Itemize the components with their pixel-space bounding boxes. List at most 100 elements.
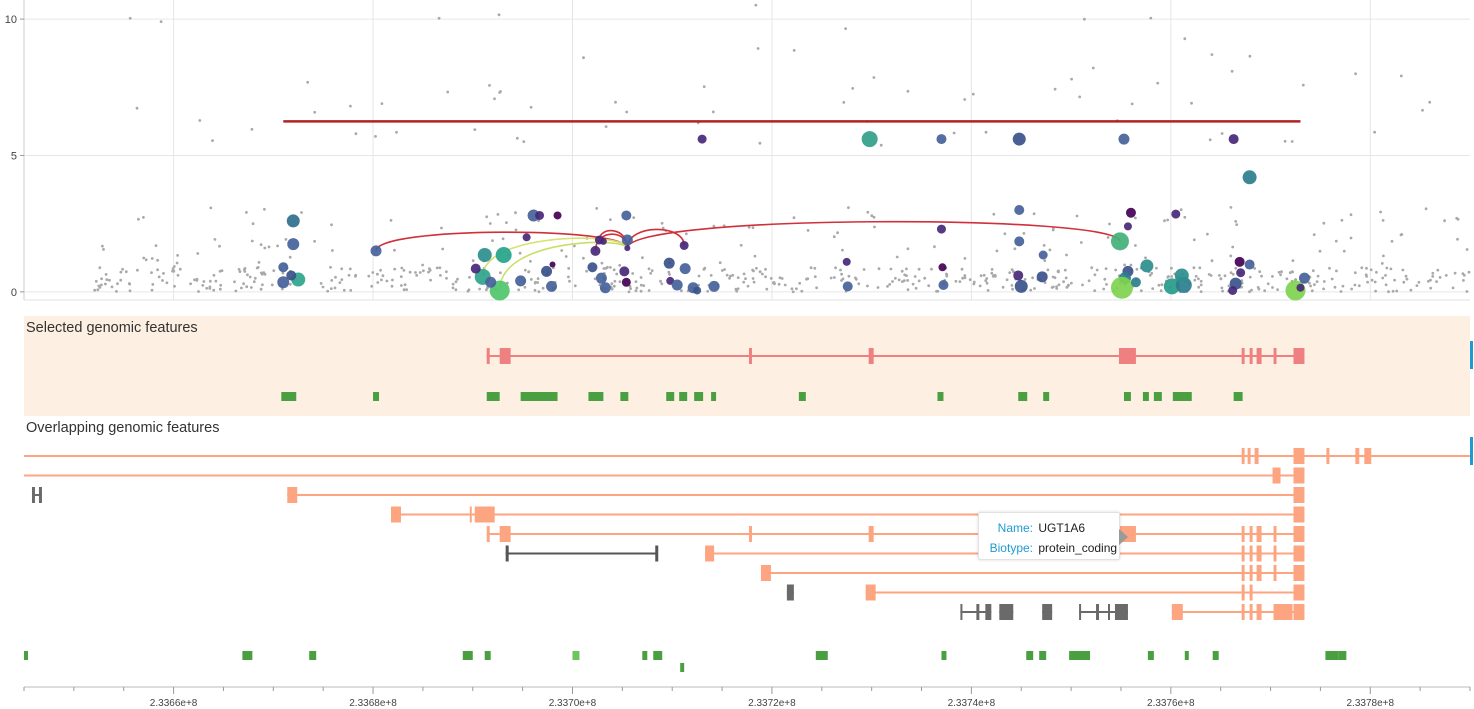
overlap-regulatory-block[interactable] bbox=[24, 651, 28, 660]
overlap-transcript-exon[interactable] bbox=[1293, 467, 1305, 484]
snp-point[interactable] bbox=[599, 237, 607, 245]
overlap-transcript-exon[interactable] bbox=[1293, 584, 1305, 601]
overlap-transcript-exon[interactable] bbox=[1293, 545, 1305, 562]
selected-transcript-exon[interactable] bbox=[499, 348, 511, 364]
selected-regulatory-block[interactable] bbox=[711, 392, 717, 401]
overlap-transcript-exon[interactable] bbox=[287, 487, 298, 503]
snp-point[interactable] bbox=[624, 245, 631, 252]
snp-point[interactable] bbox=[842, 281, 853, 292]
overlap-regulatory-block[interactable] bbox=[1212, 651, 1219, 660]
snp-point[interactable] bbox=[619, 266, 630, 277]
snp-point[interactable] bbox=[599, 282, 611, 294]
overlap-transcript-exon[interactable] bbox=[1241, 448, 1245, 464]
snp-point[interactable] bbox=[1296, 283, 1305, 292]
snp-point[interactable] bbox=[1163, 278, 1180, 295]
snp-point[interactable] bbox=[553, 211, 562, 220]
selected-regulatory-block[interactable] bbox=[1043, 392, 1050, 401]
overlap-transcript-exon[interactable] bbox=[705, 545, 715, 562]
overlap-regulatory-block[interactable] bbox=[572, 651, 580, 660]
overlap-transcript-exon[interactable] bbox=[1241, 604, 1245, 620]
snp-point[interactable] bbox=[277, 276, 290, 289]
snp-point[interactable] bbox=[587, 262, 598, 273]
overlap-transcript-exon[interactable] bbox=[1108, 604, 1111, 620]
track-scroll-marker-2[interactable] bbox=[1470, 437, 1473, 465]
selected-regulatory-block[interactable] bbox=[620, 392, 629, 401]
overlap-transcript-exon[interactable] bbox=[999, 604, 1014, 620]
overlap-regulatory-block[interactable] bbox=[309, 651, 317, 660]
snp-point[interactable] bbox=[1242, 170, 1257, 185]
overlap-transcript-exon[interactable] bbox=[655, 545, 659, 562]
overlap-transcript-exon[interactable] bbox=[31, 487, 35, 503]
snp-point[interactable] bbox=[470, 263, 481, 274]
snp-point[interactable] bbox=[693, 286, 702, 295]
overlap-transcript-exon[interactable] bbox=[1355, 448, 1360, 464]
snp-point[interactable] bbox=[1171, 209, 1181, 219]
overlap-transcript-exon[interactable] bbox=[1254, 448, 1259, 464]
snp-point[interactable] bbox=[595, 272, 607, 284]
overlapping-features-track[interactable] bbox=[24, 448, 1470, 672]
overlap-regulatory-block[interactable] bbox=[462, 651, 473, 660]
snp-point[interactable] bbox=[671, 279, 683, 291]
selected-regulatory-block[interactable] bbox=[694, 392, 704, 401]
overlap-transcript-exon[interactable] bbox=[1293, 506, 1305, 523]
overlap-transcript-exon[interactable] bbox=[1256, 545, 1262, 562]
selected-regulatory-block[interactable] bbox=[1172, 392, 1192, 401]
overlap-transcript-exon[interactable] bbox=[1293, 526, 1305, 542]
snp-point[interactable] bbox=[287, 238, 300, 251]
overlap-regulatory-block[interactable] bbox=[941, 651, 947, 660]
overlap-regulatory-block[interactable] bbox=[642, 651, 648, 660]
overlap-transcript-exon[interactable] bbox=[1241, 526, 1245, 542]
selected-regulatory-block[interactable] bbox=[588, 392, 604, 401]
selected-regulatory-block[interactable] bbox=[1142, 392, 1149, 401]
overlap-regulatory-block[interactable] bbox=[1039, 651, 1047, 660]
snp-point[interactable] bbox=[370, 245, 382, 257]
selected-regulatory-block[interactable] bbox=[1153, 392, 1162, 401]
overlap-transcript-exon[interactable] bbox=[748, 526, 752, 542]
selected-regulatory-block[interactable] bbox=[1123, 392, 1131, 401]
snp-point[interactable] bbox=[1234, 256, 1245, 267]
snp-point[interactable] bbox=[679, 263, 691, 275]
overlap-transcript-exon[interactable] bbox=[1241, 584, 1245, 601]
snp-point[interactable] bbox=[708, 280, 720, 292]
snp-point[interactable] bbox=[286, 214, 300, 228]
overlap-transcript-exon[interactable] bbox=[469, 506, 472, 523]
snp-point[interactable] bbox=[541, 265, 553, 277]
overlap-regulatory-block[interactable] bbox=[1147, 651, 1154, 660]
snp-point[interactable] bbox=[1038, 250, 1048, 260]
snp-point[interactable] bbox=[1228, 285, 1238, 295]
overlap-regulatory-block[interactable] bbox=[1338, 651, 1347, 660]
snp-point[interactable] bbox=[286, 270, 297, 281]
overlap-regulatory-block[interactable] bbox=[1026, 651, 1034, 660]
selected-transcript-exon[interactable] bbox=[1249, 348, 1253, 364]
snp-point[interactable] bbox=[621, 277, 631, 287]
snp-point[interactable] bbox=[549, 261, 556, 268]
snp-point[interactable] bbox=[1298, 272, 1310, 284]
overlap-transcript-exon[interactable] bbox=[865, 584, 876, 601]
snp-point[interactable] bbox=[1123, 222, 1132, 231]
snp-point[interactable] bbox=[522, 233, 531, 242]
selected-regulatory-block[interactable] bbox=[666, 392, 675, 401]
selected-regulatory-block[interactable] bbox=[486, 392, 500, 401]
overlap-transcript-exon[interactable] bbox=[868, 526, 874, 542]
snp-point[interactable] bbox=[546, 280, 558, 292]
overlap-transcript-exon[interactable] bbox=[1241, 565, 1245, 581]
selected-regulatory-block[interactable] bbox=[679, 392, 688, 401]
snp-point[interactable] bbox=[1036, 271, 1048, 283]
snp-point[interactable] bbox=[1118, 133, 1130, 145]
overlap-transcript-exon[interactable] bbox=[1079, 604, 1082, 620]
selected-transcript-exon[interactable] bbox=[1118, 348, 1136, 364]
snp-point[interactable] bbox=[1012, 132, 1026, 146]
selected-transcript-exon[interactable] bbox=[486, 348, 490, 364]
snp-point[interactable] bbox=[535, 210, 545, 220]
overlap-transcript-exon[interactable] bbox=[1293, 448, 1305, 464]
overlap-transcript-exon[interactable] bbox=[976, 604, 980, 620]
overlap-regulatory-block[interactable] bbox=[815, 651, 828, 660]
selected-transcript-exon[interactable] bbox=[868, 348, 874, 364]
overlap-transcript-exon[interactable] bbox=[1042, 604, 1053, 620]
selected-transcript-exon[interactable] bbox=[1293, 348, 1305, 364]
snp-point[interactable] bbox=[1130, 277, 1141, 288]
overlap-transcript-exon[interactable] bbox=[1096, 604, 1100, 620]
snp-point[interactable] bbox=[1228, 134, 1239, 145]
overlap-transcript-exon[interactable] bbox=[1272, 467, 1281, 484]
snp-point[interactable] bbox=[485, 276, 497, 288]
